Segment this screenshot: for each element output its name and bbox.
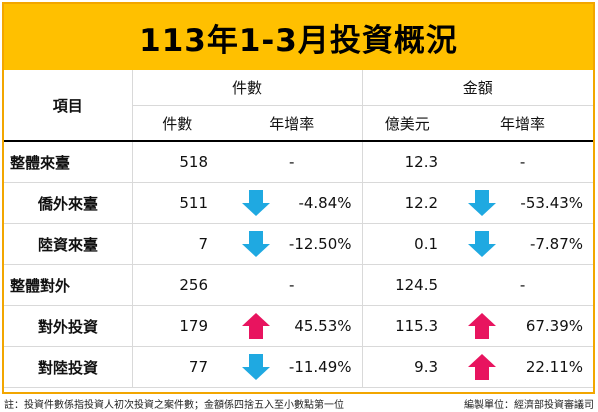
table-row: 對外投資 179 45.53% 115.3 67.39% — [4, 305, 594, 347]
row-label: 對外投資 — [4, 305, 132, 347]
footer-note: 註：投資件數係指投資人初次投資之案件數；金額係四捨五入至小數點第一位 — [4, 400, 344, 411]
header-amount-group: 金額 — [361, 70, 594, 106]
down-arrow-icon — [468, 231, 497, 257]
count-growth-value: -12.50% — [288, 235, 352, 253]
amount-cell: 9.3 — [361, 346, 453, 388]
amount-growth-cell: 22.11% — [452, 346, 594, 388]
down-arrow-icon — [468, 190, 497, 216]
count-growth-cell: - — [222, 141, 363, 183]
count-growth-cell: -12.50% — [222, 223, 363, 265]
count-growth-cell: - — [222, 264, 363, 306]
down-arrow-icon — [242, 354, 270, 380]
amount-growth-value: 22.11% — [525, 358, 584, 376]
amount-growth-cell: - — [452, 264, 594, 306]
up-arrow-icon — [468, 313, 497, 339]
count-cell: 77 — [131, 346, 222, 388]
header-count-group: 件數 — [131, 70, 363, 106]
table-row: 整體對外 256-124.5- — [4, 264, 594, 306]
up-arrow-icon — [242, 313, 270, 339]
amount-growth-value: 67.39% — [525, 317, 584, 335]
count-cell: 511 — [131, 182, 222, 224]
amount-cell: 0.1 — [361, 223, 453, 265]
amount-cell: 12.3 — [361, 141, 453, 183]
table-row: 僑外來臺 511 -4.84% 12.2 -53.43% — [4, 182, 594, 224]
amount-growth-cell: -7.87% — [452, 223, 594, 265]
table-body: 整體來臺 518-12.3- 僑外來臺 511 -4.84% 12.2 -53.43% 陸資來… — [4, 141, 594, 388]
title-bar: 113年1-3月投資概況 — [4, 4, 593, 70]
header-item: 項目 — [4, 70, 132, 142]
page-title: 113年1-3月投資概況 — [139, 22, 458, 59]
amount-cell: 124.5 — [361, 264, 453, 306]
amount-growth-cell: 67.39% — [452, 305, 594, 347]
count-cell: 256 — [131, 264, 222, 306]
amount-growth-cell: - — [452, 141, 594, 183]
amount-growth-value: -53.43% — [520, 194, 584, 212]
header-row-columns: 件數 年增率 億美元 年增率 — [4, 105, 594, 142]
footer-source: 編製單位：經濟部投資審議司 — [464, 400, 594, 411]
row-label: 整體對外 — [4, 264, 132, 306]
amount-cell: 115.3 — [361, 305, 453, 347]
table-row: 整體來臺 518-12.3- — [4, 141, 594, 183]
header-count-growth: 年增率 — [222, 105, 363, 142]
row-label: 整體來臺 — [4, 141, 132, 183]
table-row: 對陸投資 77 -11.49% 9.3 22.11% — [4, 346, 594, 388]
count-growth-value: -11.49% — [288, 358, 352, 376]
count-growth-cell: -11.49% — [222, 346, 363, 388]
table-row: 陸資來臺 7 -12.50% 0.1 -7.87% — [4, 223, 594, 265]
investment-overview-panel: 113年1-3月投資概況 項目 件數 金額 件數 年增率 億美元 年增率 整體來… — [2, 2, 595, 394]
row-label: 僑外來臺 — [4, 182, 132, 224]
header-row-group: 項目 件數 金額 — [4, 70, 594, 142]
count-cell: 7 — [131, 223, 222, 265]
investment-table: 項目 件數 金額 件數 年增率 億美元 年增率 整體來臺 518-12.3- 僑外來… — [4, 70, 594, 388]
count-cell: 518 — [131, 141, 222, 183]
row-label: 陸資來臺 — [4, 223, 132, 265]
amount-growth-cell: -53.43% — [452, 182, 594, 224]
count-growth-value: 45.53% — [294, 317, 352, 335]
header-amount: 億美元 — [361, 105, 453, 142]
down-arrow-icon — [242, 190, 270, 216]
up-arrow-icon — [468, 354, 497, 380]
amount-cell: 12.2 — [361, 182, 453, 224]
count-growth-cell: 45.53% — [222, 305, 363, 347]
row-label: 對陸投資 — [4, 346, 132, 388]
count-growth-value: -4.84% — [298, 194, 352, 212]
amount-growth-value: -7.87% — [529, 235, 584, 253]
down-arrow-icon — [242, 231, 270, 257]
count-cell: 179 — [131, 305, 222, 347]
header-amount-growth: 年增率 — [452, 105, 594, 142]
header-count: 件數 — [131, 105, 222, 142]
count-growth-cell: -4.84% — [222, 182, 363, 224]
